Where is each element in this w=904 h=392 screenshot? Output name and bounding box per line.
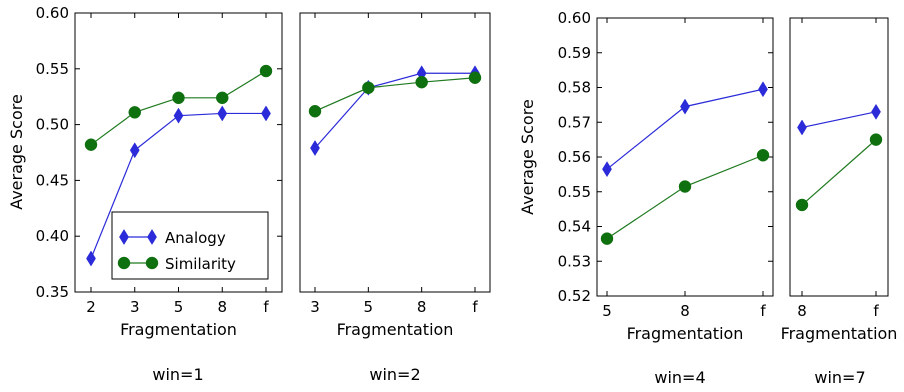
x-tick-label: 2 <box>86 298 96 316</box>
data-point-similarity <box>259 64 273 78</box>
y-tick-label: 0.52 <box>558 287 591 305</box>
y-tick-label: 0.35 <box>36 283 69 301</box>
series-line-similarity <box>801 139 877 206</box>
data-point-similarity <box>468 71 482 84</box>
y-tick-label: 0.53 <box>558 252 591 270</box>
y-tick-label: 0.59 <box>558 44 591 62</box>
data-point-analogy <box>173 107 184 124</box>
y-tick-label: 0.40 <box>36 227 69 245</box>
subplot-win-2: 3 5 8 f Fragmentation win=2 <box>299 12 491 384</box>
y-tick-label: 0.60 <box>36 4 69 22</box>
series-line-similarity <box>606 154 764 240</box>
y-tick-label: 0.55 <box>558 183 591 201</box>
data-point-analogy <box>797 119 807 136</box>
legend-label-analogy: Analogy <box>165 229 226 247</box>
data-point-analogy <box>310 140 320 157</box>
subplot-caption: win=1 <box>152 365 203 384</box>
x-axis-label: Fragmentation <box>120 320 237 339</box>
x-tick-label: 8 <box>217 298 227 316</box>
series-line-similarity <box>314 77 476 112</box>
y-axis-label: Average Score <box>518 99 537 215</box>
data-point-similarity <box>869 133 883 146</box>
legend-marker-similarity <box>117 256 131 270</box>
data-point-similarity <box>678 180 692 193</box>
x-tick-label: 8 <box>797 302 807 320</box>
series-line-analogy <box>801 111 877 129</box>
data-point-similarity <box>415 75 428 89</box>
y-tick-label: 0.50 <box>36 116 69 134</box>
legend: Analogy Similarity <box>111 211 269 280</box>
x-tick-label: f <box>760 302 766 320</box>
x-tick-label: f <box>873 302 879 320</box>
y-tick-label: 0.57 <box>558 113 591 131</box>
plot-frame <box>299 12 491 293</box>
x-tick-label: f <box>472 298 478 316</box>
data-point-analogy <box>758 81 768 98</box>
y-tick-label: 0.60 <box>558 9 591 27</box>
data-point-similarity <box>84 138 98 151</box>
y-tick-label: 0.56 <box>558 148 591 166</box>
x-axis-label: Fragmentation <box>781 324 898 343</box>
legend-marker-analogy <box>119 229 129 245</box>
data-point-analogy <box>217 105 228 122</box>
legend-marker-analogy <box>147 229 157 245</box>
x-tick-label: 5 <box>174 298 184 316</box>
x-axis-label: Fragmentation <box>627 324 744 343</box>
y-tick-label: 0.58 <box>558 79 591 97</box>
data-point-similarity <box>756 149 770 162</box>
data-point-similarity <box>308 104 322 118</box>
subplot-win-7: 8 f Fragmentation win=7 <box>781 17 898 387</box>
subplot-caption: win=2 <box>369 365 420 384</box>
data-point-analogy <box>86 250 96 267</box>
legend-box <box>111 211 269 280</box>
plot-frame <box>789 17 889 297</box>
y-axis-label: Average Score <box>7 94 26 210</box>
y-tick-label: 0.55 <box>36 60 69 78</box>
data-point-similarity <box>795 198 809 212</box>
data-point-similarity <box>600 232 614 245</box>
x-axis-label: Fragmentation <box>337 320 454 339</box>
subplot-caption: win=4 <box>654 368 705 387</box>
x-tick-label: 3 <box>130 298 140 316</box>
x-tick-label: 3 <box>310 298 320 316</box>
data-point-similarity <box>128 106 141 119</box>
data-point-similarity <box>216 91 229 105</box>
y-tick-label: 0.54 <box>558 218 591 236</box>
x-tick-label: 5 <box>602 302 612 320</box>
subplot-caption: win=7 <box>814 368 865 387</box>
x-tick-label: 8 <box>417 298 427 316</box>
data-point-analogy <box>871 103 881 120</box>
subplot-win-1: 0.35 0.40 0.45 0.50 0.55 0.60 2 3 5 8 f Fragmentati… <box>7 4 283 384</box>
data-point-analogy <box>680 98 690 115</box>
legend-label-similarity: Similarity <box>165 255 236 273</box>
data-point-analogy <box>602 161 612 178</box>
data-point-similarity <box>362 81 375 95</box>
data-point-analogy <box>129 142 140 159</box>
y-tick-label: 0.45 <box>36 171 69 189</box>
x-tick-label: 5 <box>364 298 374 316</box>
data-point-analogy <box>261 105 271 122</box>
legend-marker-similarity <box>145 256 159 270</box>
data-point-similarity <box>172 91 185 105</box>
subplot-win-4: 0.52 0.53 0.54 0.55 0.56 0.57 0.58 0.59 0.60 5 8 fF… <box>518 9 774 387</box>
x-tick-label: 8 <box>680 302 690 320</box>
plot-frame <box>596 17 774 297</box>
series-line-analogy <box>314 72 475 149</box>
x-tick-label: f <box>263 298 269 316</box>
